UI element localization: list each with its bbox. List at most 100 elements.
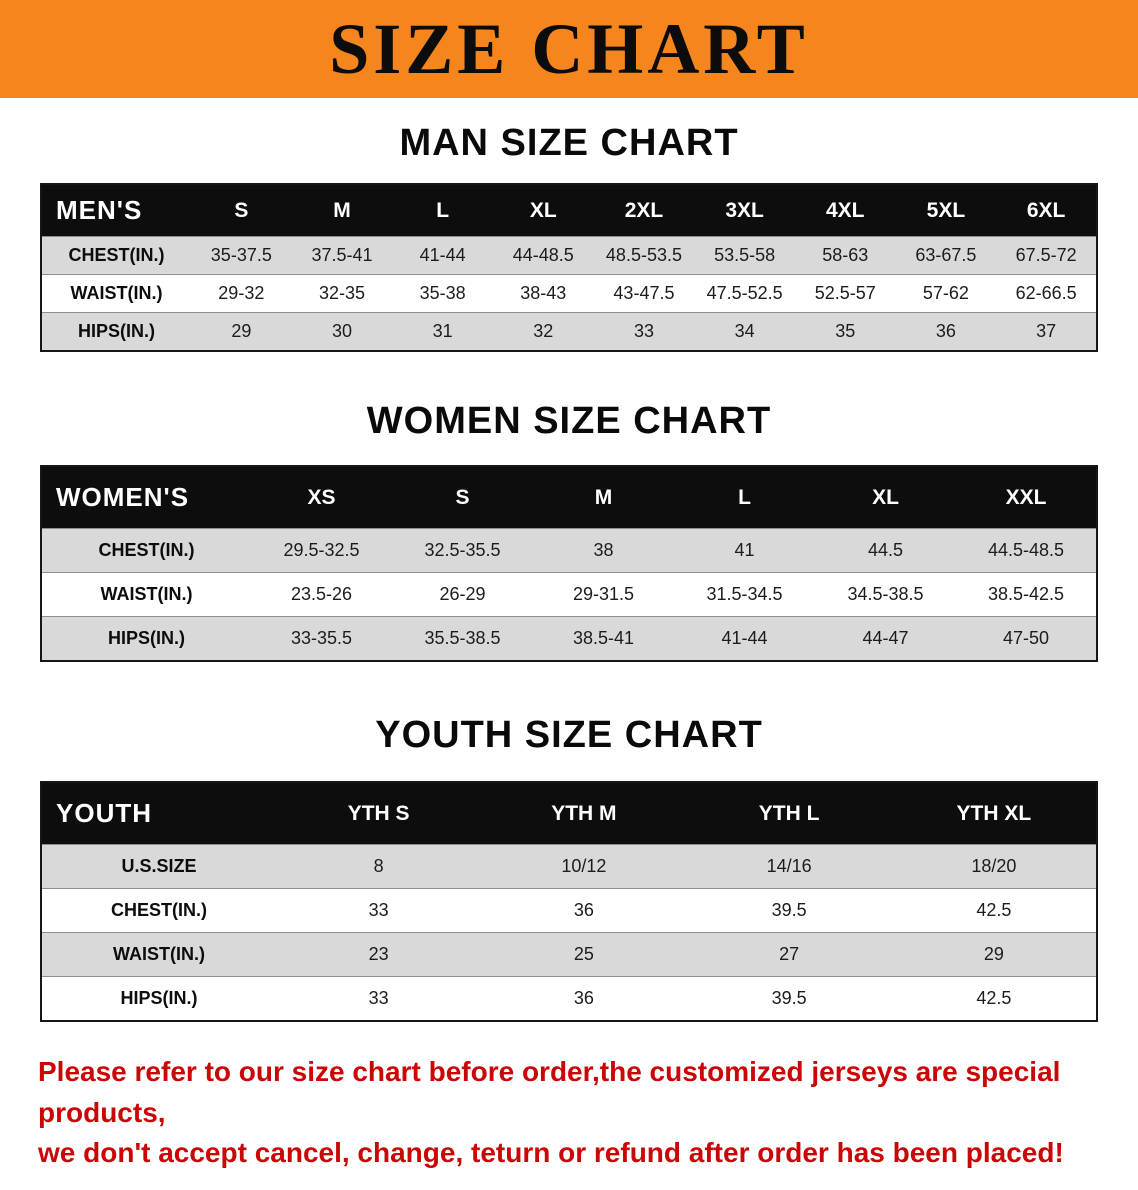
table-corner-label: YOUTH (41, 782, 276, 845)
disclaimer-line-1: Please refer to our size chart before or… (38, 1056, 1061, 1128)
row-label: WAIST(IN.) (100, 584, 193, 604)
size-value: 26-29 (439, 584, 486, 604)
size-column-header: 5XL (895, 184, 997, 237)
size-value: 33 (368, 900, 389, 920)
size-value: 36 (573, 900, 594, 920)
size-column-header: YTH S (276, 782, 482, 845)
youth-size-table: YOUTH YTH S YTH M YTH L YTH XL U.S.SIZE 8 10/12… (40, 781, 1098, 1022)
size-value: 41 (734, 540, 755, 560)
size-value: 37 (1036, 321, 1057, 341)
row-label: WAIST(IN.) (113, 944, 205, 964)
size-value: 29-32 (218, 283, 265, 303)
size-value: 44.5 (867, 540, 904, 560)
disclaimer-text: Please refer to our size chart before or… (38, 1052, 1100, 1174)
size-column-header: S (392, 466, 533, 529)
row-label: U.S.SIZE (121, 856, 197, 876)
row-label: CHEST(IN.) (68, 245, 165, 265)
size-value: 34 (734, 321, 755, 341)
size-column-header: 2XL (593, 184, 695, 237)
table-row: CHEST(IN.) 29.5-32.5 32.5-35.5 38 41 44.5 44.5… (41, 528, 1097, 573)
size-value: 30 (331, 321, 352, 341)
size-column-header: 4XL (794, 184, 896, 237)
size-value: 23 (368, 944, 389, 964)
size-value: 58-63 (822, 245, 869, 265)
size-value: 41-44 (721, 628, 768, 648)
men-size-table: MEN'S S M L XL 2XL 3XL 4XL 5XL 6XL CHEST(IN.) 35-37… (40, 183, 1098, 352)
size-column-header: 3XL (694, 184, 795, 237)
table-corner-label: WOMEN'S (41, 466, 251, 529)
size-value: 35-38 (419, 283, 466, 303)
row-label: HIPS(IN.) (107, 628, 185, 648)
header-row: YOUTH YTH S YTH M YTH L YTH XL (41, 782, 1097, 845)
women-size-table: WOMEN'S XS S M L XL XXL CHEST(IN.) 29.5-32.5 32.5… (40, 465, 1098, 662)
page-title: SIZE CHART (329, 9, 809, 89)
size-column-header: M (533, 466, 674, 529)
section-men: MAN SIZE CHART MEN'S S M L XL 2XL 3XL 4XL 5XL 6XL… (0, 122, 1138, 352)
size-value: 34.5-38.5 (847, 584, 924, 604)
youth-section-heading: YOUTH SIZE CHART (375, 714, 763, 756)
size-column-header: L (392, 184, 493, 237)
row-label: CHEST(IN.) (111, 900, 207, 920)
table-row: CHEST(IN.) 33 36 39.5 42.5 (41, 888, 1097, 933)
size-value: 41-44 (419, 245, 466, 265)
size-value: 35-37.5 (210, 245, 272, 265)
section-youth: YOUTH SIZE CHART YOUTH YTH S YTH M YTH L YTH… (0, 714, 1138, 1022)
size-value: 62-66.5 (1015, 283, 1077, 303)
size-value: 29 (231, 321, 252, 341)
header-row: WOMEN'S XS S M L XL XXL (41, 466, 1097, 529)
row-label: HIPS(IN.) (77, 321, 155, 341)
size-value: 39.5 (771, 988, 807, 1008)
header-row: MEN'S S M L XL 2XL 3XL 4XL 5XL 6XL (41, 184, 1097, 237)
men-section-heading: MAN SIZE CHART (399, 122, 739, 164)
size-value: 31.5-34.5 (706, 584, 783, 604)
size-column-header: M (291, 184, 393, 237)
size-value: 32 (533, 321, 554, 341)
size-column-header: XL (492, 184, 594, 237)
size-value: 32-35 (318, 283, 365, 303)
size-value: 63-67.5 (915, 245, 977, 265)
size-value: 38-43 (520, 283, 567, 303)
size-value: 33 (633, 321, 654, 341)
size-value: 23.5-26 (290, 584, 353, 604)
size-value: 33-35.5 (290, 628, 353, 648)
size-value: 27 (779, 944, 800, 964)
size-value: 38 (593, 540, 614, 560)
size-value: 57-62 (922, 283, 969, 303)
table-corner-label: MEN'S (41, 184, 191, 237)
size-value: 18/20 (971, 856, 1017, 876)
size-value: 10/12 (561, 856, 607, 876)
size-column-header: XS (251, 466, 392, 529)
banner: SIZE CHART (0, 0, 1138, 98)
disclaimer-line-2: we don't accept cancel, change, teturn o… (38, 1137, 1064, 1169)
size-value: 38.5-42.5 (987, 584, 1065, 604)
size-value: 47.5-52.5 (706, 283, 783, 303)
size-value: 67.5-72 (1015, 245, 1077, 265)
size-value: 8 (373, 856, 384, 876)
size-value: 33 (368, 988, 389, 1008)
women-section-heading: WOMEN SIZE CHART (366, 400, 772, 442)
size-value: 36 (573, 988, 594, 1008)
table-row: CHEST(IN.) 35-37.5 37.5-41 41-44 44-48.5 48.5… (41, 236, 1097, 275)
size-value: 35.5-38.5 (424, 628, 501, 648)
size-value: 47-50 (1002, 628, 1050, 648)
section-women: WOMEN SIZE CHART WOMEN'S XS S M L XL XXL CHEST(… (0, 400, 1138, 662)
table-row: U.S.SIZE 8 10/12 14/16 18/20 (41, 844, 1097, 889)
size-value: 32.5-35.5 (424, 540, 501, 560)
size-value: 36 (935, 321, 956, 341)
size-value: 53.5-58 (714, 245, 776, 265)
size-value: 29 (983, 944, 1004, 964)
size-value: 44-48.5 (512, 245, 574, 265)
size-value: 44-47 (862, 628, 909, 648)
size-column-header: YTH M (481, 782, 687, 845)
size-value: 42.5 (976, 988, 1012, 1008)
size-column-header: XL (815, 466, 956, 529)
size-value: 29-31.5 (572, 584, 635, 604)
size-column-header: 6XL (996, 184, 1097, 237)
size-value: 14/16 (766, 856, 812, 876)
row-label: WAIST(IN.) (70, 283, 163, 303)
size-value: 25 (573, 944, 594, 964)
table-row: HIPS(IN.) 29 30 31 32 33 34 35 36 37 (41, 312, 1097, 351)
size-value: 31 (432, 321, 453, 341)
size-column-header: YTH XL (891, 782, 1097, 845)
size-column-header: XXL (956, 466, 1097, 529)
